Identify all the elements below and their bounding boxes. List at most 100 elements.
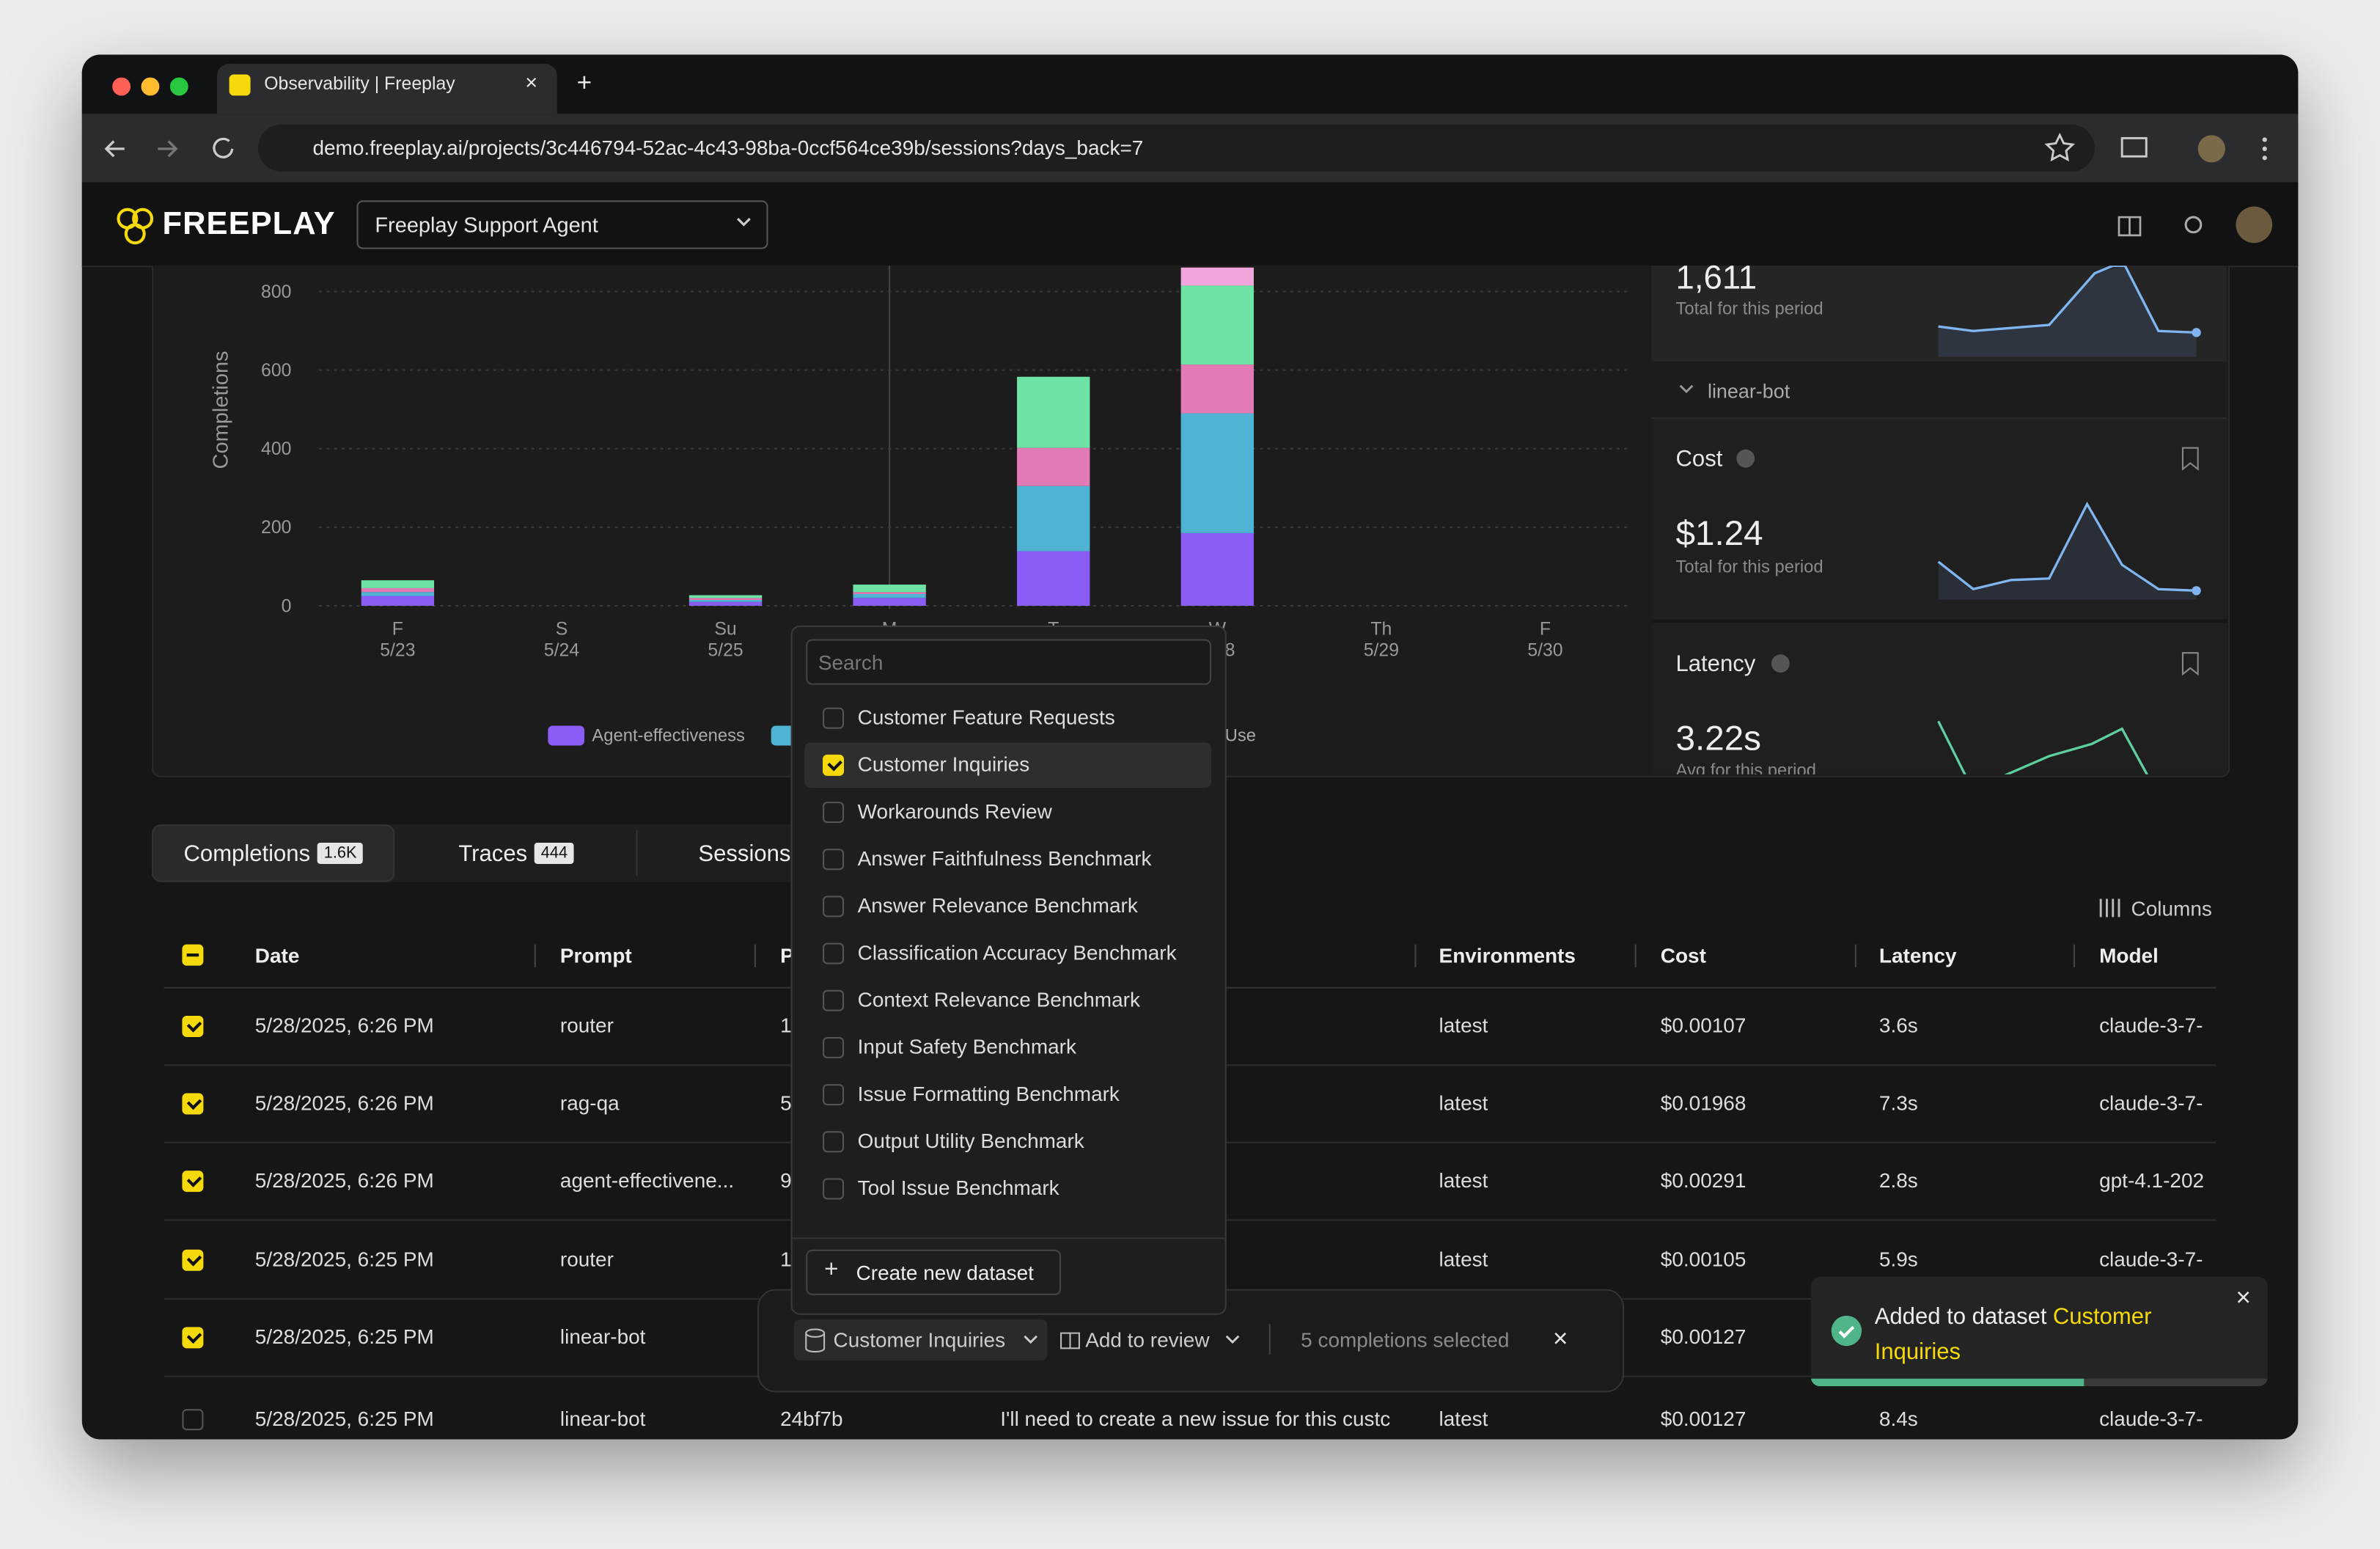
item-label[interactable]: Classification Accuracy Benchmark <box>857 941 1177 964</box>
x-tick-label: Th <box>1370 619 1392 639</box>
cell: latest <box>1439 1014 1488 1037</box>
checkbox[interactable] <box>182 1015 204 1037</box>
tab-label: Sessions <box>698 840 791 867</box>
toast-close[interactable]: × <box>2236 1283 2251 1312</box>
tab-label: Completions <box>183 840 311 867</box>
cell: rag-qa <box>559 1091 620 1115</box>
toast-icon <box>1831 1315 1862 1347</box>
logo: FREEPLAY <box>162 206 336 242</box>
item-checkbox[interactable] <box>823 989 845 1011</box>
item-checkbox[interactable] <box>823 896 845 918</box>
toast-dataset: Customer Inquiries <box>1874 1304 2152 1366</box>
cell: claude-3-7- <box>2099 1091 2203 1115</box>
cell: claude-3-7- <box>2099 1407 2203 1431</box>
item-label[interactable]: Input Safety Benchmark <box>857 1035 1076 1058</box>
item-checkbox[interactable] <box>823 849 845 871</box>
item-label[interactable]: Output Utility Benchmark <box>857 1129 1084 1153</box>
checkbox[interactable] <box>182 1171 204 1193</box>
search-placeholder: Search <box>818 651 884 675</box>
item-checkbox[interactable] <box>823 1178 845 1200</box>
item-label[interactable]: Issue Formatting Benchmark <box>857 1083 1120 1106</box>
x-tick-label: F <box>392 619 403 639</box>
item-checkbox[interactable] <box>823 802 845 824</box>
cell: latest <box>1439 1407 1488 1431</box>
search-box[interactable] <box>806 639 1212 685</box>
tab[interactable]: Completions 1.6K <box>152 824 394 882</box>
check <box>186 1172 202 1187</box>
new-tab[interactable]: + <box>576 68 592 98</box>
bar-segment <box>1017 551 1090 607</box>
cell: 2.8s <box>1878 1169 1918 1193</box>
sparkline <box>1938 266 2201 357</box>
nav-buttons[interactable] <box>91 128 273 170</box>
item-label[interactable]: Answer Faithfulness Benchmark <box>857 847 1152 871</box>
item-checkbox[interactable] <box>823 1131 845 1153</box>
item-label[interactable]: Tool Issue Benchmark <box>857 1176 1059 1200</box>
tab-badge: 1.6K <box>317 842 363 864</box>
bar-chart: 0200400600800CompletionsF5/23S5/24Su5/25… <box>210 266 1632 746</box>
item-checkbox[interactable] <box>823 942 845 964</box>
check <box>186 1250 202 1267</box>
checkbox[interactable] <box>182 1093 204 1115</box>
address-bar[interactable] <box>257 124 2095 172</box>
item-checkbox[interactable] <box>823 1084 845 1106</box>
traffic-lights <box>112 76 188 103</box>
tab-divider <box>393 830 395 876</box>
clear-selection[interactable]: × <box>1552 1324 1568 1353</box>
dataset-pill[interactable] <box>793 1319 1048 1361</box>
y-tick-label: 600 <box>261 361 291 381</box>
cell: latest <box>1439 1091 1488 1115</box>
checkbox[interactable] <box>182 1409 204 1431</box>
stat-value: 1,611 <box>1675 257 1758 296</box>
columns-button[interactable]: Columns <box>2131 897 2212 920</box>
bar-segment <box>688 599 763 602</box>
group-row[interactable] <box>1651 362 2227 420</box>
cell: 7.3s <box>1878 1091 1918 1115</box>
item-highlight <box>804 742 1212 788</box>
item-label[interactable]: Customer Inquiries <box>857 752 1030 776</box>
cell: $0.00127 <box>1660 1407 1747 1431</box>
bar-segment <box>361 587 435 593</box>
bar-segment <box>361 596 435 607</box>
legend-label: Agent-effectiveness <box>592 725 745 745</box>
tab-bar: Completions 1.6K Traces 444 Sessions <box>152 824 820 882</box>
item-label[interactable]: Answer Relevance Benchmark <box>857 894 1138 918</box>
create-button[interactable] <box>806 1249 1062 1295</box>
y-tick-label: 800 <box>261 282 291 302</box>
logo-mark <box>117 208 154 245</box>
item-label[interactable]: Customer Feature Requests <box>857 706 1115 729</box>
x-tick-label: S <box>556 619 568 639</box>
cell: 5/28/2025, 6:25 PM <box>254 1248 434 1271</box>
checkbox[interactable] <box>182 1249 204 1271</box>
tab-divider <box>636 830 638 876</box>
item-label[interactable]: Context Relevance Benchmark <box>857 988 1140 1011</box>
toast-progress-track <box>2084 1378 2268 1387</box>
browser-tab[interactable] <box>217 63 557 114</box>
bar-segment <box>1017 486 1090 552</box>
column-header: Model <box>2099 944 2159 967</box>
checkbox[interactable] <box>182 1327 204 1349</box>
tab[interactable]: Traces 444 <box>394 824 637 882</box>
cell: 8.4s <box>1878 1407 1918 1431</box>
create-label: Create new dataset <box>856 1261 1034 1285</box>
toolbar-icons[interactable] <box>2043 131 2285 167</box>
review-button[interactable]: Add to review <box>1085 1328 1210 1352</box>
y-tick-label: 200 <box>261 518 291 538</box>
bar-segment <box>361 592 435 596</box>
item-checkbox[interactable] <box>823 754 845 776</box>
item-checkbox[interactable] <box>823 707 845 729</box>
item-checkbox[interactable] <box>823 1036 845 1058</box>
project-select[interactable] <box>356 200 768 249</box>
stat-card <box>1651 622 2227 774</box>
dataset-dropdown: Search Customer Feature Requests Customer … <box>790 625 1227 1315</box>
stat-value: $1.24 <box>1675 513 1763 553</box>
legend-label: Use <box>1225 725 1256 745</box>
tab-close[interactable]: × <box>525 70 538 95</box>
header-icons[interactable] <box>2113 206 2280 246</box>
checkbox[interactable] <box>182 944 204 966</box>
selection-count: 5 completions selected <box>1301 1328 1510 1352</box>
cell: 5/28/2025, 6:26 PM <box>254 1014 434 1037</box>
item-label[interactable]: Workarounds Review <box>857 799 1052 824</box>
tab-badge: 444 <box>535 842 574 864</box>
cell: router <box>559 1248 614 1271</box>
